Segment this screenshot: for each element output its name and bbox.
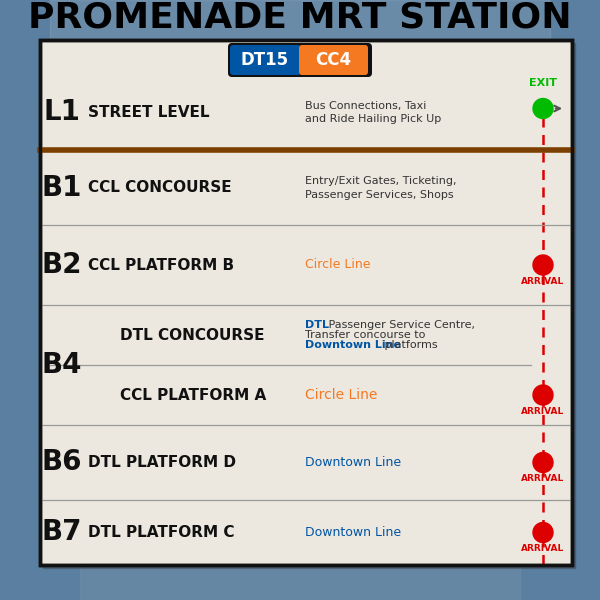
Bar [50, 120, 550, 220]
Text: DTL PLATFORM D: DTL PLATFORM D [88, 455, 236, 470]
Text: Passenger Services, Shops: Passenger Services, Shops [305, 190, 454, 199]
Text: Bus Connections, Taxi: Bus Connections, Taxi [305, 100, 427, 110]
Text: and Ride Hailing Pick Up: and Ride Hailing Pick Up [305, 115, 441, 124]
Text: DTL CONCOURSE: DTL CONCOURSE [120, 328, 265, 343]
Circle shape [533, 523, 553, 542]
Text: ARRIVAL: ARRIVAL [521, 544, 565, 553]
Text: CCL PLATFORM A: CCL PLATFORM A [120, 388, 266, 403]
Bar [50, 0, 550, 120]
Text: Downtown Line: Downtown Line [305, 456, 401, 469]
Text: platforms: platforms [381, 340, 437, 350]
Bar [43, 43, 575, 568]
Text: Entry/Exit Gates, Ticketing,: Entry/Exit Gates, Ticketing, [305, 175, 457, 185]
Text: DTL PLATFORM C: DTL PLATFORM C [88, 525, 235, 540]
Text: ARRIVAL: ARRIVAL [521, 277, 565, 286]
FancyBboxPatch shape [299, 45, 368, 75]
Text: B1: B1 [42, 173, 82, 202]
Text: CC4: CC4 [315, 51, 351, 69]
Text: B7: B7 [42, 518, 82, 547]
Bar [40, 40, 572, 565]
Circle shape [533, 385, 553, 405]
Text: ARRIVAL: ARRIVAL [521, 407, 565, 415]
Text: DTL: DTL [305, 320, 329, 330]
Bar [80, 520, 520, 600]
Text: CCL PLATFORM B: CCL PLATFORM B [88, 257, 234, 272]
Text: B4: B4 [42, 351, 82, 379]
Text: STREET LEVEL: STREET LEVEL [88, 105, 209, 120]
Circle shape [533, 255, 553, 275]
Text: L1: L1 [44, 98, 80, 127]
Text: B2: B2 [42, 251, 82, 279]
Text: DT15: DT15 [241, 51, 289, 69]
Circle shape [533, 98, 553, 118]
Text: Passenger Service Centre,: Passenger Service Centre, [325, 320, 475, 330]
FancyBboxPatch shape [230, 45, 301, 75]
Text: Transfer concourse to: Transfer concourse to [305, 330, 425, 340]
Text: B6: B6 [42, 449, 82, 476]
Text: Circle Line: Circle Line [305, 388, 377, 402]
Text: ARRIVAL: ARRIVAL [521, 474, 565, 483]
FancyBboxPatch shape [228, 43, 372, 77]
Text: Downtown Line: Downtown Line [305, 340, 401, 350]
Text: CCL CONCOURSE: CCL CONCOURSE [88, 180, 232, 195]
Bar [40, 40, 572, 565]
Text: PROMENADE MRT STATION: PROMENADE MRT STATION [28, 1, 572, 35]
Text: EXIT: EXIT [529, 78, 557, 88]
Text: Downtown Line: Downtown Line [305, 526, 401, 539]
Text: Circle Line: Circle Line [305, 259, 371, 271]
Circle shape [533, 452, 553, 473]
